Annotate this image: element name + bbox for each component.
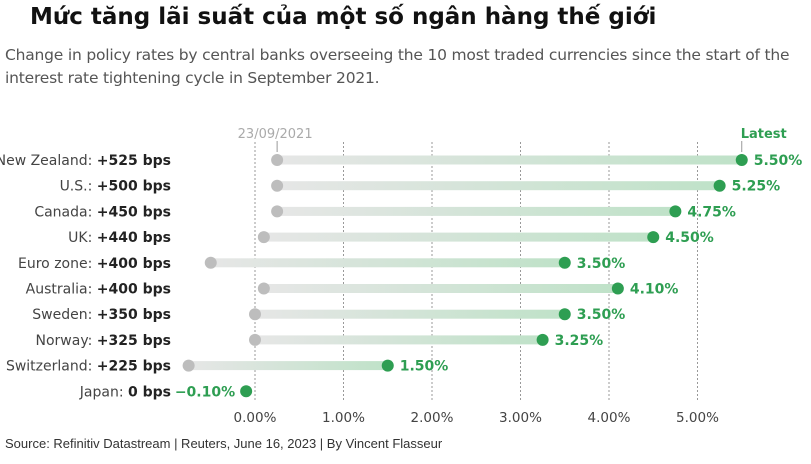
row-label: Japan: 0 bps xyxy=(79,384,171,400)
change-value: 0 bps xyxy=(128,384,171,400)
range-bar xyxy=(277,206,676,216)
change-value: +325 bps xyxy=(97,333,171,349)
label-separator: : xyxy=(88,256,97,272)
start-dot xyxy=(249,333,261,346)
x-tick-label: 3.00% xyxy=(499,410,542,426)
change-value: +500 bps xyxy=(97,179,171,195)
end-value-label: 3.50% xyxy=(577,307,626,323)
end-dot xyxy=(735,154,748,166)
end-dot xyxy=(240,385,253,398)
end-value-label: 5.50% xyxy=(754,153,803,169)
range-bar xyxy=(263,232,654,242)
change-value: +400 bps xyxy=(97,256,171,272)
chart-subtitle: Change in policy rates by central banks … xyxy=(5,46,790,87)
end-dot xyxy=(713,179,726,192)
end-value-label: 4.50% xyxy=(665,230,714,246)
change-value: +350 bps xyxy=(97,307,171,323)
country-name: Euro zone xyxy=(18,256,88,272)
label-separator: : xyxy=(119,384,128,400)
country-name: UK xyxy=(68,230,88,246)
country-name: New Zealand xyxy=(0,153,88,169)
end-dot xyxy=(558,256,571,269)
row-label: Sweden: +350 bps xyxy=(32,307,171,323)
row-label: New Zealand: +525 bps xyxy=(0,153,171,169)
end-value-label: 1.50% xyxy=(400,359,449,375)
change-value: +525 bps xyxy=(97,153,171,169)
row-label: Canada: +450 bps xyxy=(34,204,171,220)
start-date-label: 23/09/2021 xyxy=(238,127,313,142)
range-bar xyxy=(188,361,388,371)
start-dot xyxy=(257,231,270,244)
row-label: U.S.: +500 bps xyxy=(60,179,171,195)
end-dot xyxy=(611,282,624,295)
country-name: Canada xyxy=(34,204,87,220)
chart-title: Mức tăng lãi suất của một số ngân hàng t… xyxy=(30,4,657,30)
range-bar xyxy=(255,309,565,319)
end-dot xyxy=(669,205,682,218)
label-separator: : xyxy=(88,230,97,246)
end-dot xyxy=(536,333,549,346)
country-name: Australia xyxy=(26,282,88,298)
row-label: Norway: +325 bps xyxy=(36,333,171,349)
range-bar xyxy=(277,155,742,165)
start-dot xyxy=(182,359,195,372)
range-bar xyxy=(255,335,543,345)
source-note: Source: Refinitiv Datastream | Reuters, … xyxy=(5,436,443,451)
end-value-label: 5.25% xyxy=(732,179,781,195)
start-dot xyxy=(204,256,217,269)
country-name: Sweden xyxy=(32,307,87,323)
label-separator: : xyxy=(88,179,97,195)
row-label: Euro zone: +400 bps xyxy=(18,256,171,272)
start-dot xyxy=(271,179,284,192)
start-dot xyxy=(271,205,284,218)
end-dot xyxy=(558,308,571,321)
label-separator: : xyxy=(88,307,97,323)
label-separator: : xyxy=(88,333,97,349)
label-separator: : xyxy=(88,282,97,298)
end-value-label: 4.75% xyxy=(687,204,736,220)
latest-label: Latest xyxy=(741,127,787,142)
end-dot xyxy=(647,231,660,244)
change-value: +225 bps xyxy=(97,359,171,375)
country-name: Japan xyxy=(79,384,119,400)
row-label: UK: +440 bps xyxy=(68,230,171,246)
range-bar xyxy=(277,181,720,191)
range-bar xyxy=(263,284,618,293)
start-dot xyxy=(271,154,284,166)
range-bar xyxy=(210,258,565,268)
change-value: +450 bps xyxy=(97,204,171,220)
start-dot xyxy=(249,308,261,321)
label-separator: : xyxy=(88,359,97,375)
end-value-label: 3.25% xyxy=(555,333,604,349)
row-label: Switzerland: +225 bps xyxy=(6,359,171,375)
change-value: +440 bps xyxy=(97,230,171,246)
country-name: Switzerland xyxy=(6,359,88,375)
end-value-label: −0.10% xyxy=(175,384,235,400)
end-dot xyxy=(381,359,394,372)
x-tick-label: 2.00% xyxy=(411,410,454,426)
label-separator: : xyxy=(88,204,97,220)
x-tick-label: 0.00% xyxy=(234,410,277,426)
row-label: Australia: +400 bps xyxy=(26,282,171,298)
country-name: U.S. xyxy=(60,179,88,195)
country-name: Norway xyxy=(36,333,89,349)
start-dot xyxy=(257,282,270,295)
label-separator: : xyxy=(88,153,97,169)
x-tick-label: 5.00% xyxy=(676,410,719,426)
end-value-label: 3.50% xyxy=(577,256,626,272)
change-value: +400 bps xyxy=(97,282,171,298)
end-value-label: 4.10% xyxy=(630,282,679,298)
x-tick-label: 4.00% xyxy=(588,410,631,426)
x-tick-label: 1.00% xyxy=(322,410,365,426)
